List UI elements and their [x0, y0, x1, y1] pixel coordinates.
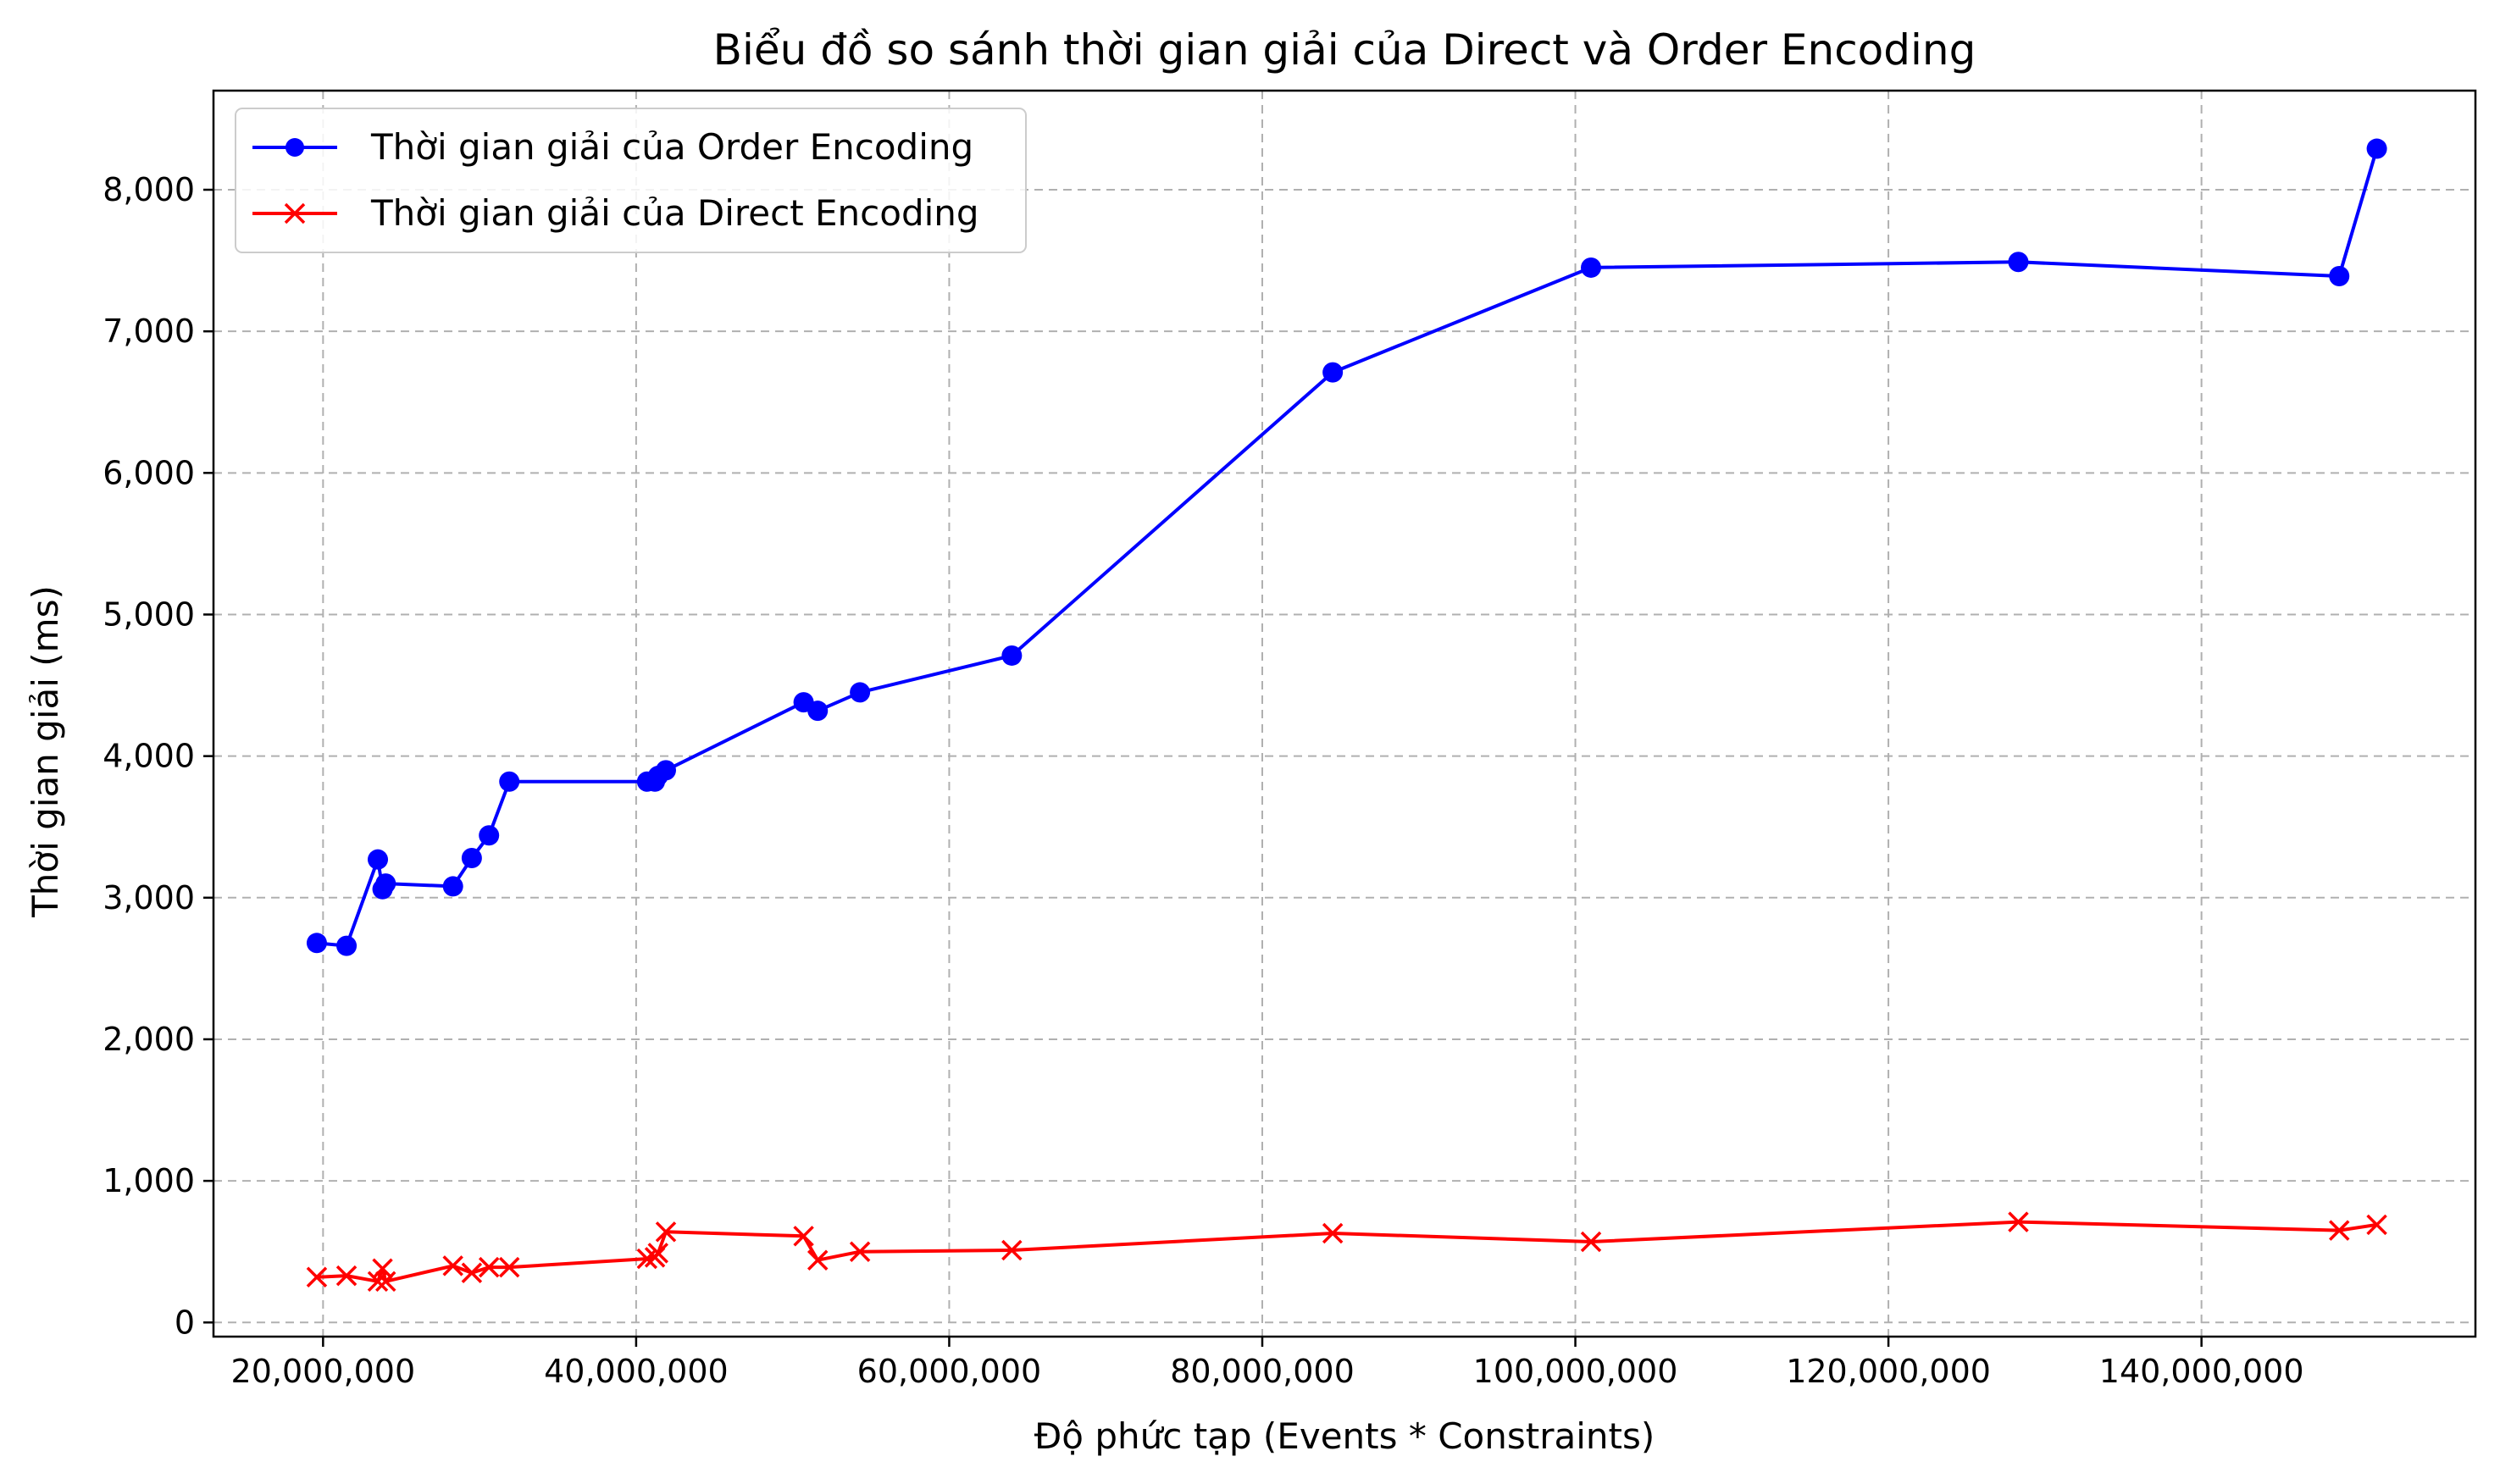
- data-point-direct: [1322, 1222, 1344, 1244]
- data-point-direct: [2008, 1211, 2029, 1232]
- data-point-direct: [335, 1265, 358, 1287]
- data-point-direct: [1001, 1239, 1023, 1261]
- data-point-order: [306, 933, 327, 954]
- data-point-direct: [655, 1221, 677, 1243]
- data-point-direct: [849, 1241, 871, 1262]
- x-tick-label: 100,000,000: [1473, 1353, 1678, 1390]
- y-tick-label: 7,000: [103, 313, 195, 350]
- legend: Thời gian giải của Order Encoding Thời g…: [235, 108, 1027, 253]
- data-point-order: [1581, 257, 1602, 278]
- data-point-order: [2366, 138, 2387, 159]
- x-tick-label: 60,000,000: [857, 1353, 1042, 1390]
- plot-area-frame: [212, 89, 2477, 1338]
- x-tick-label: 80,000,000: [1170, 1353, 1355, 1390]
- y-axis-title: Thời gian giải (ms): [25, 585, 66, 918]
- series-line-order: [316, 147, 2379, 948]
- y-tick-label: 0: [175, 1304, 195, 1341]
- data-point-direct: [498, 1256, 520, 1278]
- y-tick-label: 3,000: [103, 879, 195, 916]
- data-point-direct: [442, 1255, 463, 1276]
- grid: [213, 91, 2475, 1337]
- data-point-order: [1322, 362, 1344, 383]
- data-point-order: [2329, 265, 2350, 286]
- axis-ticks: 20,000,000 40,000,000 60,000,000 80,000,000…: [103, 171, 2303, 1390]
- data-point-direct: [2366, 1214, 2387, 1236]
- y-tick-label: 1,000: [103, 1162, 195, 1199]
- data-point-direct: [372, 1258, 393, 1279]
- legend-label-order: Thời gian giải của Order Encoding: [370, 126, 973, 168]
- data-point-order: [656, 760, 676, 781]
- data-point-direct: [636, 1248, 658, 1270]
- data-point-direct: [2329, 1220, 2350, 1241]
- data-point-order: [850, 682, 871, 703]
- data-point-direct: [647, 1243, 668, 1264]
- data-point-order: [2008, 252, 2029, 273]
- data-point-direct: [793, 1226, 814, 1247]
- x-tick-label: 40,000,000: [544, 1353, 729, 1390]
- y-tick-label: 5,000: [103, 595, 195, 633]
- y-tick-label: 8,000: [103, 171, 195, 208]
- data-point-order: [368, 849, 389, 870]
- legend-marker-order: [285, 138, 304, 157]
- data-point-order: [1001, 645, 1023, 666]
- x-tick-label: 120,000,000: [1786, 1353, 1991, 1390]
- chart-title: Biểu đồ so sánh thời gian giải của Direc…: [713, 25, 1976, 75]
- data-point-order: [499, 771, 520, 792]
- data-point-direct: [807, 1249, 829, 1271]
- data-point-order: [336, 935, 358, 956]
- data-point-order: [375, 873, 396, 894]
- data-point-order: [442, 876, 463, 897]
- legend-marker-direct: [284, 202, 306, 224]
- data-point-order: [479, 825, 500, 846]
- legend-label-direct: Thời gian giải của Direct Encoding: [370, 192, 979, 234]
- data-point-order: [807, 700, 829, 722]
- data-point-direct: [306, 1266, 328, 1288]
- data-point-direct: [367, 1271, 389, 1293]
- data-point-direct: [478, 1256, 500, 1278]
- x-tick-label: 20,000,000: [231, 1353, 416, 1390]
- legend-box: [235, 108, 1027, 253]
- x-tick-label: 140,000,000: [2099, 1353, 2304, 1390]
- data-point-direct: [375, 1271, 396, 1293]
- y-tick-label: 4,000: [103, 738, 195, 775]
- data-point-direct: [461, 1262, 483, 1284]
- data-point-direct: [1580, 1231, 1602, 1253]
- x-axis-title: Độ phức tạp (Events * Constraints): [1034, 1415, 1655, 1457]
- y-tick-label: 6,000: [103, 454, 195, 491]
- series-line-direct: [316, 1220, 2377, 1283]
- data-point-order: [461, 848, 482, 869]
- series-layer: [306, 138, 2387, 1293]
- y-tick-label: 2,000: [103, 1021, 195, 1058]
